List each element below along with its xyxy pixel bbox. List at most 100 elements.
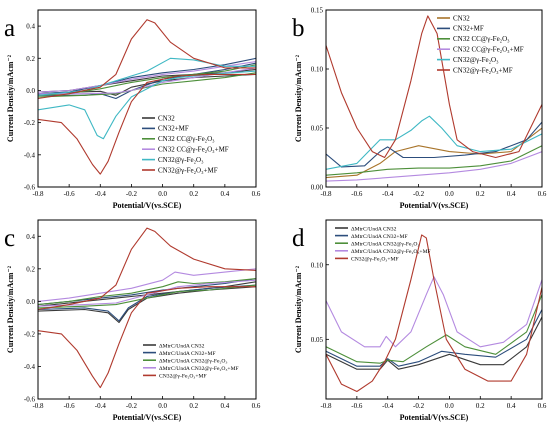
y-tick-label: 0.0 (26, 87, 35, 95)
y-tick-label: 0.05 (311, 125, 324, 133)
series-line-c-4 (38, 227, 256, 389)
x-tick-label: -0.8 (320, 402, 332, 410)
series-group (326, 15, 542, 182)
y-tick-label: -0.6 (24, 184, 36, 192)
panel-c: -0.8 -0.6 -0.4 -0.2 0.0 0.2 0.4 0.60.40.20.0-0.… (4, 219, 261, 422)
legend-label: CN32 CC@γ-Fe₂O₃ (158, 135, 215, 143)
legend: CN32 CN32+MF CN32 CC@γ-Fe₂O₃ CN32 CC@γ-Fe₂O… (142, 114, 229, 174)
panel-a: -0.8 -0.6 -0.4 -0.2 0.0 0.2 0.4 0.60.40.20.0-0.… (4, 9, 261, 210)
legend-label: CN32@γ-Fe₂O₃+MF (159, 374, 207, 380)
y-tick-label: -0.2 (24, 330, 36, 338)
y-tick-label: -0.4 (24, 363, 36, 371)
x-tick-label: -0.4 (382, 190, 394, 198)
legend-label: CN32@γ-Fe₂O₃+MF (158, 166, 218, 174)
series-line-c-0 (38, 281, 256, 324)
x-tick-label: -0.8 (32, 190, 44, 198)
series-group (326, 234, 542, 393)
legend: ΔMtrC/UndA CN32 ΔMtrC/UndA CN32+MF ΔMtrC/U… (335, 226, 431, 263)
plot-frame (37, 219, 257, 400)
x-tick-label: -0.6 (351, 190, 363, 198)
y-axis-title: Current Density/mAcm⁻² (6, 265, 15, 353)
legend-label: CN32@γ-Fe₂O₃ (453, 56, 499, 64)
panel-b: -0.8 -0.6 -0.4 -0.2 0.0 0.2 0.4 0.6 0.15 0.10 0.05… (292, 7, 547, 211)
legend-label: ΔMtrC/UndA CN32 (159, 343, 205, 349)
x-tick-label: 0.0 (445, 190, 454, 198)
series-line-d-1 (326, 309, 542, 367)
y-tick-label: 0.4 (26, 233, 35, 241)
y-tick-label: -0.4 (24, 151, 36, 159)
legend-label: CN32+MF (158, 125, 189, 133)
x-axis-title: Potential/V(vs.SCE) (400, 201, 469, 210)
x-tick-label: -0.6 (351, 402, 363, 410)
legend-label: ΔMtrC/UndA CN32@γ-Fe₂O₃ (159, 359, 227, 365)
y-tick-label: 0.10 (311, 261, 324, 269)
legend-label: CN32 CC@γ-Fe₂O₃+MF (453, 46, 524, 54)
plot-frame (325, 219, 543, 400)
x-tick-label: 0.6 (538, 402, 547, 410)
legend-label: CN32 CC@γ-Fe₂O₃ (453, 35, 510, 43)
legend-label: CN32 (453, 14, 470, 22)
y-tick-label: -0.6 (24, 396, 36, 404)
legend-label: CN32 (158, 114, 175, 122)
series-line-d-2 (326, 294, 542, 364)
x-tick-label: 0.4 (507, 402, 516, 410)
y-tick-label: 0.2 (26, 55, 35, 63)
x-tick-label: 0.2 (476, 190, 485, 198)
series-line-b-0 (326, 127, 542, 179)
series-line-a-5 (38, 19, 256, 175)
x-tick-label: 0.0 (158, 402, 167, 410)
legend-label: ΔMtrC/UndA CN32 (351, 226, 397, 232)
y-tick-label: 0.10 (311, 66, 324, 74)
x-tick-label: -0.2 (126, 190, 138, 198)
x-tick-label: -0.2 (413, 402, 425, 410)
series-line-a-3 (38, 60, 256, 95)
x-axis-title: Potential/V(vs.SCE) (113, 413, 182, 422)
series-line-b-4 (326, 115, 542, 170)
panel-d: -0.8 -0.6 -0.4 -0.2 0.0 0.2 0.4 0.6 0.10 0.05 Pote… (292, 219, 547, 422)
panel-letter: b (292, 15, 305, 42)
series-line-d-4 (326, 234, 542, 393)
series-line-c-2 (38, 278, 256, 309)
y-axis-title: Current Density/mAcm⁻² (294, 54, 303, 142)
y-tick-label: 0.2 (26, 265, 35, 273)
series-group (38, 19, 256, 175)
series-line-b-2 (326, 145, 542, 176)
x-tick-label: 0.0 (445, 402, 454, 410)
series-line-d-0 (326, 316, 542, 370)
x-tick-label: -0.4 (382, 402, 394, 410)
series-line-a-4 (38, 57, 256, 140)
y-tick-label: 0.00 (311, 184, 324, 192)
series-line-c-1 (38, 278, 256, 322)
y-tick-label: 0.0 (26, 298, 35, 306)
y-tick-label: 0.15 (311, 7, 324, 15)
panel-letter: c (4, 225, 15, 252)
y-tick-label: 0.05 (311, 336, 324, 344)
legend-label: ΔMtrC/UndA CN32@γ-Fe₂O₃+MF (351, 249, 431, 255)
x-tick-label: 0.4 (507, 190, 516, 198)
x-tick-label: -0.4 (95, 190, 107, 198)
x-tick-label: -0.2 (413, 190, 425, 198)
x-tick-label: -0.4 (95, 402, 107, 410)
x-tick-label: 0.2 (189, 402, 198, 410)
y-axis-title: Current Density/mAcm⁻² (6, 54, 15, 142)
panel-letter: d (292, 225, 305, 252)
x-tick-label: 0.2 (476, 402, 485, 410)
x-axis-title: Potential/V(vs.SCE) (400, 413, 469, 422)
x-tick-label: -0.8 (320, 190, 332, 198)
series-line-a-1 (38, 57, 256, 100)
legend: CN32 CN32+MF CN32 CC@γ-Fe₂O₃ CN32 CC@γ-Fe₂O… (437, 14, 524, 74)
legend-label: ΔMtrC/UndA CN32+MF (351, 234, 408, 240)
legend-label: CN32+MF (453, 25, 484, 33)
legend-label: ΔMtrC/UndA CN32@γ-Fe₂O₃ (351, 242, 419, 248)
y-tick-label: 0.4 (26, 23, 35, 31)
legend-label: CN32@γ-Fe₂O₃+MF (453, 66, 513, 74)
x-tick-label: 0.6 (538, 190, 547, 198)
legend-label: CN32@γ-Fe₂O₃ (158, 156, 204, 164)
x-tick-label: -0.8 (32, 402, 44, 410)
x-tick-label: -0.6 (64, 190, 76, 198)
x-tick-label: 0.4 (220, 402, 229, 410)
panel-letter: a (4, 15, 15, 42)
x-tick-label: 0.6 (252, 190, 261, 198)
legend-label: CN32@γ-Fe₂O₃+MF (351, 257, 399, 263)
